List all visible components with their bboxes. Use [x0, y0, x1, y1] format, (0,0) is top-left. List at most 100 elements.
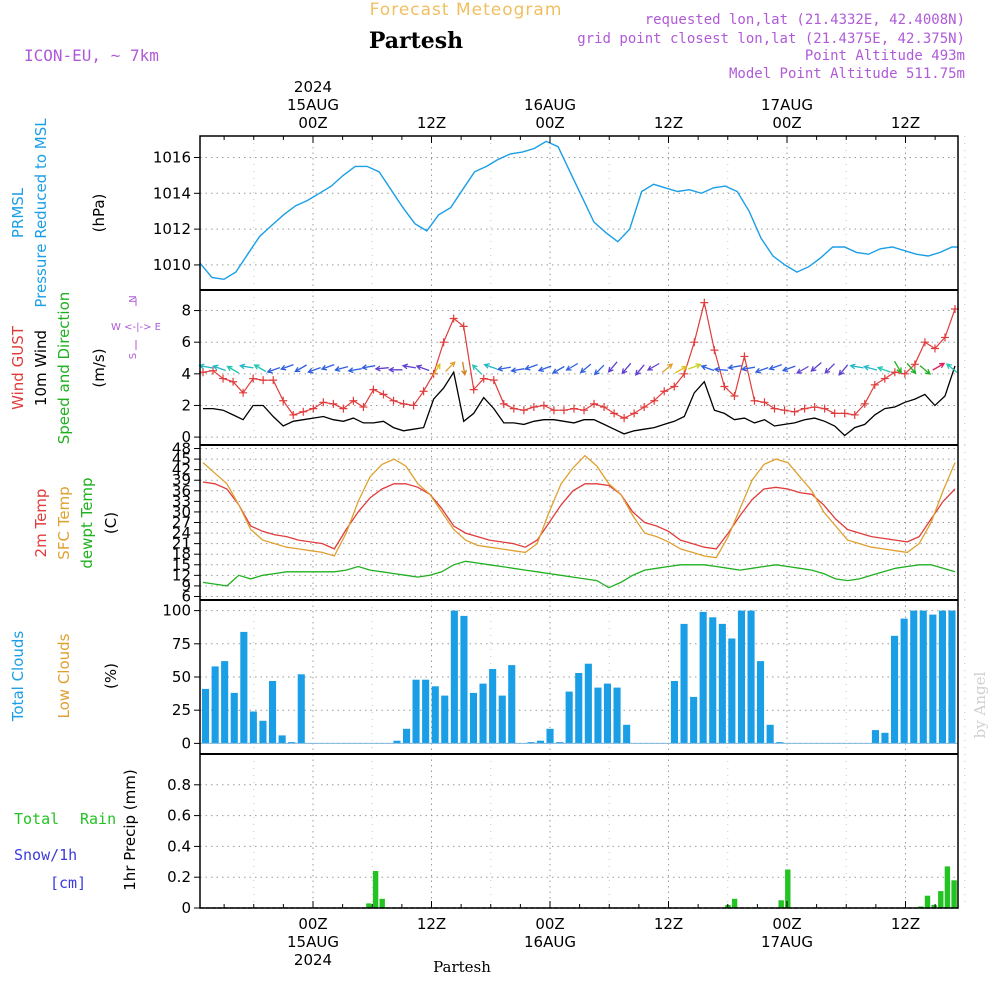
- wind-direction-arrow: [551, 365, 565, 374]
- cloud-bar: [623, 724, 631, 744]
- cloud-bar: [871, 730, 879, 744]
- cloud-bar: [594, 687, 602, 744]
- wind-direction-arrow: [796, 365, 809, 374]
- gust-marker: [259, 376, 268, 385]
- gust-marker: [419, 387, 428, 396]
- bottom-time-label: 00Z: [298, 915, 327, 933]
- wind-direction-arrow: [432, 363, 441, 376]
- wind-direction-arrow: [700, 364, 715, 372]
- top-time-label: 2024: [294, 78, 332, 96]
- gust-marker: [289, 410, 298, 419]
- precip-bar: [931, 904, 937, 908]
- panel-pressure: 1010 1012 1014 1016: [153, 136, 966, 290]
- model-point-altitude: Model Point Altitude 511.75m: [729, 66, 965, 82]
- wind-direction-arrow: [810, 362, 822, 372]
- gust-marker: [600, 403, 609, 412]
- gust-marker: [590, 399, 599, 408]
- cloud-bar: [900, 618, 908, 744]
- gust-marker: [439, 338, 448, 347]
- gust-marker: [580, 406, 589, 415]
- cloud-bar: [460, 615, 468, 744]
- cloud-bar: [670, 681, 678, 744]
- cloud-bar: [766, 724, 774, 744]
- gust-marker: [620, 414, 629, 423]
- bottom-time-label: 2024: [294, 951, 332, 969]
- wind-direction-arrow: [266, 366, 281, 374]
- wind-direction-arrow: [862, 364, 878, 371]
- wind-direction-arrow: [593, 364, 605, 376]
- y-tick-label: 48: [172, 440, 191, 458]
- cloud-bar: [536, 740, 544, 744]
- wind-direction-arrow: [524, 363, 538, 371]
- y-tick-label: 30: [172, 503, 191, 521]
- cloud-bar: [747, 610, 755, 744]
- y-tick-label: 0: [181, 899, 191, 917]
- gust-marker: [920, 338, 929, 347]
- cloud-bar: [929, 614, 937, 744]
- bottom-time-label: 12Z: [891, 915, 920, 933]
- gust-marker: [229, 377, 238, 386]
- gust-marker: [900, 369, 909, 378]
- cloud-bar: [938, 610, 946, 744]
- cloud-bar: [489, 669, 497, 744]
- gust-marker: [910, 360, 919, 369]
- cloud-bar: [278, 735, 286, 744]
- top-time-label: 00Z: [298, 114, 327, 132]
- cloud-bar: [202, 688, 210, 744]
- top-time-label: 00Z: [772, 114, 801, 132]
- cloud-bar: [584, 663, 592, 744]
- wind-direction-arrow: [646, 362, 660, 371]
- precip-bar: [731, 898, 738, 908]
- wind-direction-arrow: [607, 361, 618, 373]
- top-time-label: 17AUG: [761, 96, 813, 114]
- cloud-bar: [479, 683, 487, 744]
- wind-direction-arrow: [906, 362, 917, 375]
- y-tick-label: 8: [181, 302, 191, 320]
- y-tick-label: 1010: [153, 256, 191, 274]
- cloud-bar: [221, 661, 229, 744]
- wind-label: 10m Wind: [32, 330, 50, 406]
- requested-coords: requested lon,lat (21.4332E, 42.4008N): [645, 12, 965, 28]
- wind-direction-arrow: [361, 364, 376, 371]
- wind-direction-arrow: [932, 362, 946, 371]
- cloud-bar: [737, 610, 745, 744]
- panel-clouds: 0 25 50 75 100: [162, 600, 966, 754]
- gust-marker: [519, 406, 528, 415]
- precip-bar: [372, 871, 379, 908]
- y-tick-label: 0.4: [167, 837, 191, 855]
- gust-marker: [670, 382, 679, 391]
- gust-marker: [539, 401, 548, 410]
- gust-marker: [569, 404, 578, 413]
- bottom-time-label: 15AUG: [287, 933, 339, 951]
- gust-marker: [680, 369, 689, 378]
- gust-marker: [209, 366, 218, 375]
- temp-label: 2m Temp: [32, 489, 50, 558]
- cloud-bar: [450, 610, 458, 744]
- cloud-bar: [546, 728, 554, 744]
- panel-precipitation: 0 0.2 0.4 0.6 0.8: [167, 754, 966, 917]
- clouds-unit: (%): [102, 663, 120, 689]
- compass-letter: N: [128, 295, 139, 302]
- wind-direction-arrow: [579, 363, 592, 374]
- cloud-bar: [910, 610, 918, 744]
- gust-marker: [750, 396, 759, 405]
- gust-marker: [720, 382, 729, 391]
- gust-marker: [559, 406, 568, 415]
- cloud-bar: [556, 742, 564, 744]
- gust-marker: [479, 374, 488, 383]
- gust-marker: [640, 403, 649, 412]
- gust-marker: [880, 374, 889, 383]
- dewpoint-line: [202, 560, 956, 589]
- y-tick-label: 25: [172, 701, 191, 719]
- wind-label: Wind GUST: [9, 325, 27, 410]
- wind-direction-arrow: [727, 364, 742, 371]
- gust-marker: [469, 385, 478, 394]
- cloud-bar: [565, 691, 573, 744]
- cloud-bar: [690, 696, 698, 744]
- y-tick-label: 36: [172, 482, 191, 500]
- compass-we: W <-|-> E: [111, 322, 161, 333]
- cloud-bar: [469, 692, 477, 744]
- gust-marker: [339, 404, 348, 413]
